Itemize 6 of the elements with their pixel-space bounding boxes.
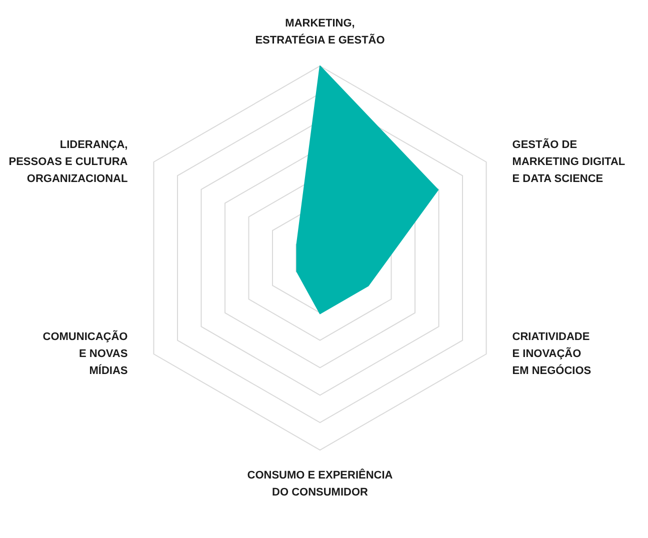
spoke-label: CRIATIVIDADE E INOVAÇÃO EM NEGÓCIOS xyxy=(512,331,592,378)
spoke-label: CONSUMO E EXPERIÊNCIA DO CONSUMIDOR xyxy=(247,468,393,499)
spoke-label: COMUNICAÇÃO E NOVAS MÍDIAS xyxy=(42,330,128,378)
spoke-label: LIDERANÇA, PESSOAS E CULTURA ORGANIZACIONAL xyxy=(8,139,128,186)
spoke-label: MARKETING, ESTRATÉGIA E GESTÃO xyxy=(255,18,386,47)
spoke-label: GESTÃO DE MARKETING DIGITAL E DATA SCIENCE xyxy=(512,138,626,186)
